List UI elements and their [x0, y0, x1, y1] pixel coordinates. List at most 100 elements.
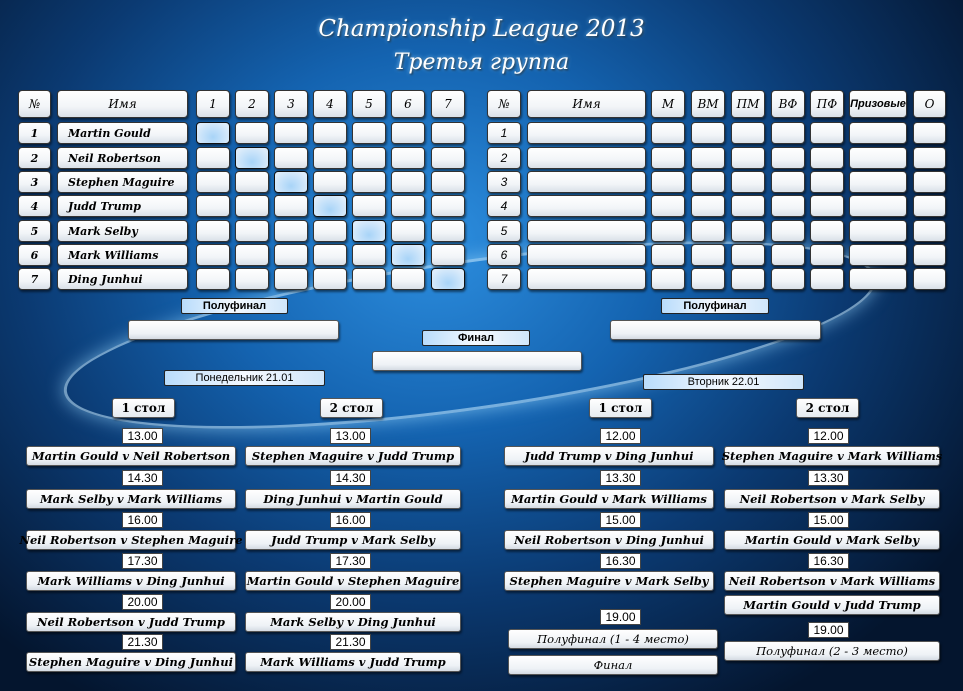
match-box[interactable]: Martin Gould v Stephen Maguire: [245, 571, 461, 591]
standing-cell[interactable]: [810, 220, 844, 242]
standing-cell[interactable]: [731, 244, 765, 266]
match-box[interactable]: Mark Selby v Ding Junhui: [245, 612, 461, 632]
standing-cell[interactable]: [651, 171, 685, 193]
standing-cell[interactable]: [810, 122, 844, 144]
result-cell[interactable]: [274, 220, 308, 242]
result-cell[interactable]: [431, 220, 465, 242]
standing-cell[interactable]: [651, 122, 685, 144]
result-cell[interactable]: [235, 171, 269, 193]
standing-cell[interactable]: [849, 147, 907, 169]
result-cell[interactable]: [235, 195, 269, 217]
semifinal-left-box[interactable]: [128, 320, 339, 340]
result-cell[interactable]: [274, 147, 308, 169]
result-cell[interactable]: [313, 220, 347, 242]
result-cell[interactable]: [313, 122, 347, 144]
match-box[interactable]: Ding Junhui v Martin Gould: [245, 489, 461, 509]
player-name[interactable]: Stephen Maguire: [57, 171, 188, 193]
standing-cell[interactable]: [691, 122, 725, 144]
result-cell[interactable]: [352, 147, 386, 169]
result-cell[interactable]: [352, 122, 386, 144]
standing-cell[interactable]: [849, 195, 907, 217]
result-cell[interactable]: [391, 195, 425, 217]
result-cell[interactable]: [196, 244, 230, 266]
player-name[interactable]: Mark Williams: [57, 244, 188, 266]
result-cell[interactable]: [196, 220, 230, 242]
match-box[interactable]: Martin Gould v Neil Robertson: [26, 446, 236, 466]
standing-cell[interactable]: [849, 220, 907, 242]
result-cell[interactable]: [431, 122, 465, 144]
match-box[interactable]: Neil Robertson v Mark Selby: [724, 489, 940, 509]
result-cell[interactable]: [196, 268, 230, 290]
match-box[interactable]: Полуфинал (1 - 4 место): [508, 629, 718, 649]
result-cell[interactable]: [274, 268, 308, 290]
standing-cell[interactable]: [731, 122, 765, 144]
result-cell[interactable]: [196, 171, 230, 193]
result-cell[interactable]: [196, 195, 230, 217]
standing-cell[interactable]: [913, 122, 946, 144]
standing-cell[interactable]: [527, 244, 646, 266]
result-cell[interactable]: [274, 122, 308, 144]
result-cell[interactable]: [352, 171, 386, 193]
result-cell[interactable]: [313, 171, 347, 193]
standing-cell[interactable]: [849, 244, 907, 266]
standing-cell[interactable]: [913, 147, 946, 169]
player-name[interactable]: Martin Gould: [57, 122, 188, 144]
standing-cell[interactable]: [691, 220, 725, 242]
standing-cell[interactable]: [810, 195, 844, 217]
player-name[interactable]: Mark Selby: [57, 220, 188, 242]
result-cell[interactable]: [313, 244, 347, 266]
standing-cell[interactable]: [913, 268, 946, 290]
match-box[interactable]: Judd Trump v Ding Junhui: [504, 446, 714, 466]
result-cell[interactable]: [352, 195, 386, 217]
standing-cell[interactable]: [771, 195, 805, 217]
standing-cell[interactable]: [527, 122, 646, 144]
standing-cell[interactable]: [771, 220, 805, 242]
standing-cell[interactable]: [691, 244, 725, 266]
standing-cell[interactable]: [913, 220, 946, 242]
result-cell[interactable]: [431, 244, 465, 266]
standing-cell[interactable]: [691, 147, 725, 169]
result-cell[interactable]: [313, 147, 347, 169]
standing-cell[interactable]: [731, 268, 765, 290]
match-box[interactable]: Финал: [508, 655, 718, 675]
result-cell[interactable]: [431, 171, 465, 193]
standing-cell[interactable]: [651, 220, 685, 242]
standing-cell[interactable]: [731, 147, 765, 169]
standing-cell[interactable]: [731, 220, 765, 242]
player-name[interactable]: Neil Robertson: [57, 147, 188, 169]
result-cell[interactable]: [391, 122, 425, 144]
match-box[interactable]: Stephen Maguire v Mark Selby: [504, 571, 714, 591]
match-box[interactable]: Neil Robertson v Stephen Maguire: [19, 530, 243, 550]
standing-cell[interactable]: [651, 244, 685, 266]
standing-cell[interactable]: [527, 195, 646, 217]
result-cell[interactable]: [235, 244, 269, 266]
standing-cell[interactable]: [849, 171, 907, 193]
result-cell[interactable]: [391, 268, 425, 290]
player-name[interactable]: Judd Trump: [57, 195, 188, 217]
standing-cell[interactable]: [527, 268, 646, 290]
match-box[interactable]: Martin Gould v Mark Williams: [504, 489, 714, 509]
standing-cell[interactable]: [731, 171, 765, 193]
match-box[interactable]: Полуфинал (2 - 3 место): [724, 641, 940, 661]
standing-cell[interactable]: [691, 268, 725, 290]
result-cell[interactable]: [391, 220, 425, 242]
standing-cell[interactable]: [651, 147, 685, 169]
result-cell[interactable]: [352, 244, 386, 266]
match-box[interactable]: Stephen Maguire v Judd Trump: [245, 446, 461, 466]
standing-cell[interactable]: [527, 147, 646, 169]
match-box[interactable]: Martin Gould v Judd Trump: [724, 595, 940, 615]
result-cell[interactable]: [431, 195, 465, 217]
match-box[interactable]: Neil Robertson v Ding Junhui: [504, 530, 714, 550]
result-cell[interactable]: [431, 147, 465, 169]
result-cell[interactable]: [391, 147, 425, 169]
standing-cell[interactable]: [913, 195, 946, 217]
semifinal-right-box[interactable]: [610, 320, 821, 340]
result-cell[interactable]: [196, 147, 230, 169]
standing-cell[interactable]: [810, 171, 844, 193]
standing-cell[interactable]: [771, 171, 805, 193]
result-cell[interactable]: [235, 268, 269, 290]
match-box[interactable]: Neil Robertson v Judd Trump: [26, 612, 236, 632]
standing-cell[interactable]: [849, 122, 907, 144]
standing-cell[interactable]: [810, 268, 844, 290]
standing-cell[interactable]: [527, 171, 646, 193]
